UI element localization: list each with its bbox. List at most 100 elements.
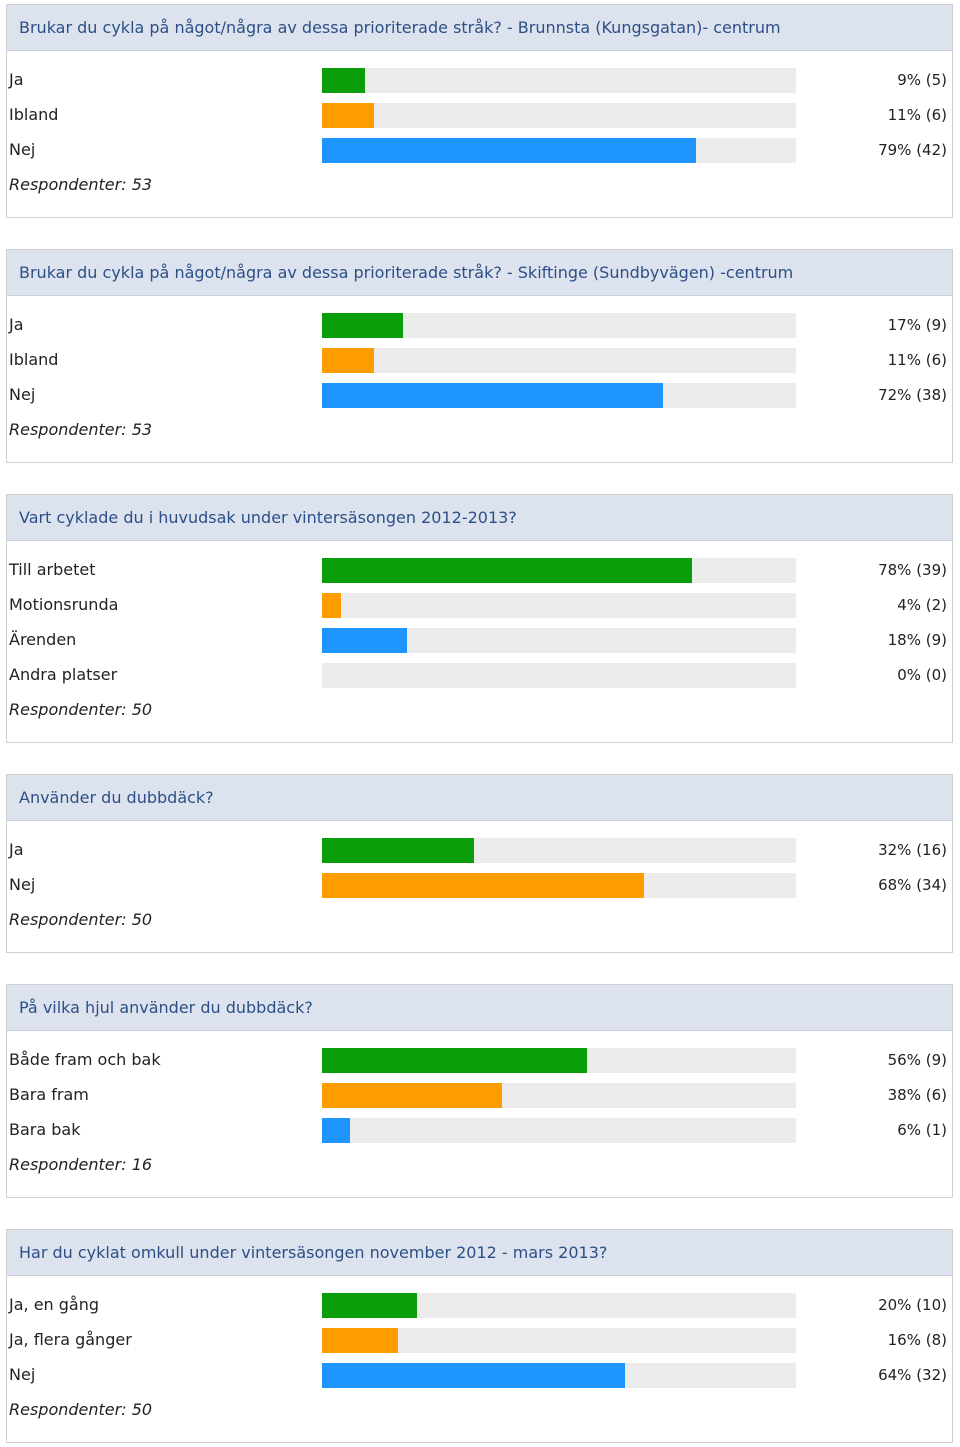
poll-title: Brukar du cykla på något/några av dessa … (19, 263, 794, 282)
answer-label: Ja, en gång (9, 1295, 100, 1314)
poll-header: Använder du dubbdäck? (7, 775, 952, 821)
answer-value: 9% (5) (897, 71, 947, 89)
bar-track (322, 138, 796, 163)
respondents-label: Respondenter: (9, 910, 127, 929)
bar-fill (322, 873, 644, 898)
answer-label: Ibland (9, 105, 59, 124)
answer-value: 32% (16) (878, 841, 947, 859)
poll-title: Har du cyklat omkull under vintersäsonge… (19, 1243, 608, 1262)
bar-fill (322, 628, 407, 653)
bar-fill (322, 348, 374, 373)
answer-value: 16% (8) (887, 1331, 947, 1349)
answer-value: 38% (6) (887, 1086, 947, 1104)
bar-track (322, 1328, 796, 1353)
answer-label: Motionsrunda (9, 595, 119, 614)
answer-label: Bara bak (9, 1120, 81, 1139)
poll-header: Brukar du cykla på något/några av dessa … (7, 250, 952, 296)
bar-track (322, 1363, 796, 1388)
bar-fill (322, 1363, 625, 1388)
respondents-number: 53 (131, 175, 153, 194)
answer-row: Nej 64% (32) (7, 1362, 952, 1397)
answer-value: 17% (9) (887, 316, 947, 334)
bar-fill (322, 593, 341, 618)
poll-panel: Använder du dubbdäck? Ja 32% (16) Nej 68% (3… (6, 774, 953, 953)
answer-label: Nej (9, 385, 36, 404)
respondents-label: Respondenter: (9, 700, 127, 719)
answer-label: Ja (9, 70, 24, 89)
bar-track (322, 663, 796, 688)
bar-track (322, 873, 796, 898)
respondents-count: Respondenter: 50 (7, 697, 952, 730)
answer-label: Ärenden (9, 630, 77, 649)
answer-value: 4% (2) (897, 596, 947, 614)
respondents-label: Respondenter: (9, 1155, 127, 1174)
answer-label: Både fram och bak (9, 1050, 161, 1069)
answer-label: Bara fram (9, 1085, 89, 1104)
poll-panel: Brukar du cykla på något/några av dessa … (6, 4, 953, 218)
answer-row: Ibland 11% (6) (7, 102, 952, 137)
poll-panel: På vilka hjul använder du dubbdäck? Både … (6, 984, 953, 1198)
respondents-number: 16 (131, 1155, 153, 1174)
answer-label: Ja, flera gånger (9, 1330, 132, 1349)
poll-panel: Har du cyklat omkull under vintersäsonge… (6, 1229, 953, 1443)
answer-value: 56% (9) (887, 1051, 947, 1069)
poll-body: Ja, en gång 20% (10) Ja, flera gånger 16% (… (7, 1276, 952, 1430)
respondents-number: 50 (131, 700, 153, 719)
poll-header: Har du cyklat omkull under vintersäsonge… (7, 1230, 952, 1276)
answer-row: Ja 17% (9) (7, 312, 952, 347)
answer-row: Ärenden 18% (9) (7, 627, 952, 662)
bar-track (322, 628, 796, 653)
respondents-label: Respondenter: (9, 420, 127, 439)
answer-label: Andra platser (9, 665, 118, 684)
bar-fill (322, 313, 403, 338)
answer-row: Ja 32% (16) (7, 837, 952, 872)
bar-track (322, 103, 796, 128)
answer-label: Ja (9, 840, 24, 859)
answer-value: 68% (34) (878, 876, 947, 894)
bar-fill (322, 68, 365, 93)
answer-row: Ja, en gång 20% (10) (7, 1292, 952, 1327)
respondents-count: Respondenter: 53 (7, 417, 952, 450)
respondents-number: 53 (131, 420, 153, 439)
answer-value: 78% (39) (878, 561, 947, 579)
respondents-count: Respondenter: 50 (7, 1397, 952, 1430)
bar-fill (322, 1083, 502, 1108)
poll-body: Ja 17% (9) Ibland 11% (6) Nej 72% (38) Respond… (7, 296, 952, 450)
poll-body: Ja 9% (5) Ibland 11% (6) Nej 79% (42) Responde… (7, 51, 952, 205)
answer-row: Nej 79% (42) (7, 137, 952, 172)
answer-row: Ja, flera gånger 16% (8) (7, 1327, 952, 1362)
bar-track (322, 1118, 796, 1143)
answer-label: Till arbetet (9, 560, 96, 579)
answer-value: 11% (6) (887, 106, 947, 124)
answer-label: Nej (9, 1365, 36, 1384)
respondents-count: Respondenter: 53 (7, 172, 952, 205)
bar-track (322, 593, 796, 618)
answer-label: Nej (9, 875, 36, 894)
bar-fill (322, 383, 663, 408)
poll-title: Använder du dubbdäck? (19, 788, 214, 807)
answer-row: Bara fram 38% (6) (7, 1082, 952, 1117)
poll-title: På vilka hjul använder du dubbdäck? (19, 998, 313, 1017)
bar-fill (322, 1328, 398, 1353)
answer-row: Nej 72% (38) (7, 382, 952, 417)
answer-label: Nej (9, 140, 36, 159)
poll-header: På vilka hjul använder du dubbdäck? (7, 985, 952, 1031)
bar-fill (322, 1048, 587, 1073)
respondents-number: 50 (131, 910, 153, 929)
bar-track (322, 383, 796, 408)
answer-label: Ja (9, 315, 24, 334)
poll-header: Vart cyklade du i huvudsak under vinters… (7, 495, 952, 541)
bar-fill (322, 103, 374, 128)
bar-fill (322, 138, 696, 163)
respondents-label: Respondenter: (9, 175, 127, 194)
answer-row: Både fram och bak 56% (9) (7, 1047, 952, 1082)
answer-value: 20% (10) (878, 1296, 947, 1314)
poll-header: Brukar du cykla på något/några av dessa … (7, 5, 952, 51)
answer-row: Till arbetet 78% (39) (7, 557, 952, 592)
bar-fill (322, 838, 474, 863)
bar-track (322, 1048, 796, 1073)
answer-row: Bara bak 6% (1) (7, 1117, 952, 1152)
respondents-count: Respondenter: 50 (7, 907, 952, 940)
answer-label: Ibland (9, 350, 59, 369)
answer-row: Nej 68% (34) (7, 872, 952, 907)
